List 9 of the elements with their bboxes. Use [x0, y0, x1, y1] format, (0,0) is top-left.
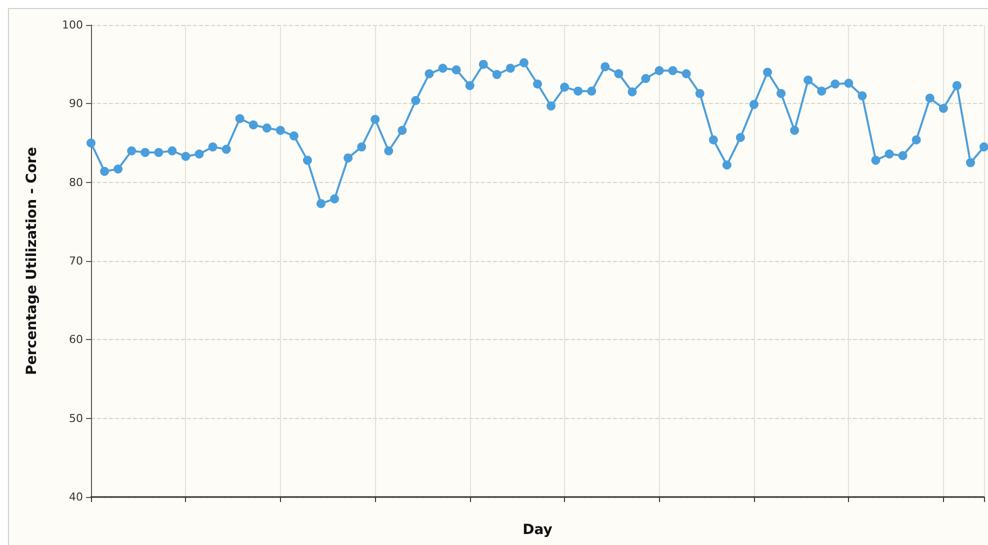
y-axis-title: Percentage Utilization - Core — [24, 147, 40, 375]
y-tick-label: 40 — [69, 490, 83, 504]
x-axis-title: Day — [522, 522, 552, 538]
y-tick-label: 80 — [69, 176, 83, 189]
y-tick-label: 70 — [69, 254, 83, 268]
y-tick-label: 100 — [62, 18, 83, 32]
y-tick-label: 90 — [69, 97, 83, 110]
y-tick-label: 50 — [69, 412, 83, 425]
y-tick-label: 60 — [69, 333, 83, 346]
